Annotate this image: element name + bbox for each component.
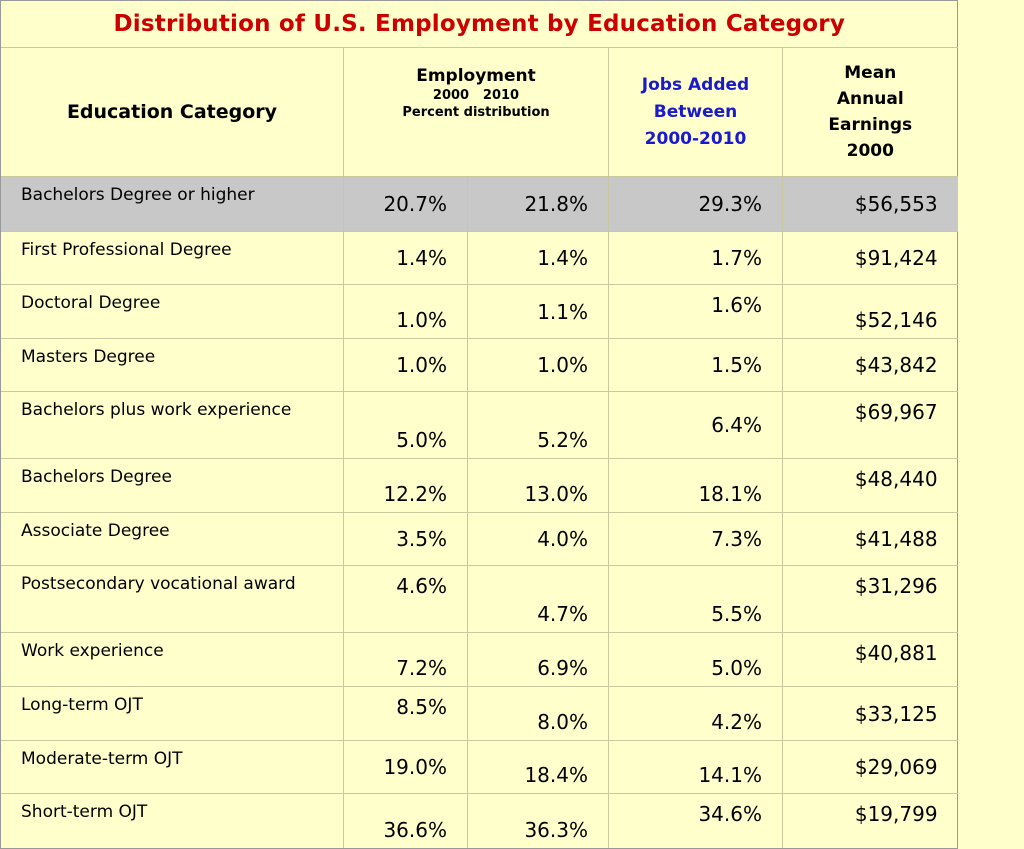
cell-employment-2010: 6.9% [467,632,609,687]
table-row: Associate Degree 3.5% 4.0% 7.3% $41,488 [0,512,958,566]
table-row: Doctoral Degree 1.0% 1.1% 1.6% $52,146 [0,284,958,339]
header-employment-years: 2000 2010 [345,88,609,103]
cell-jobs-added: 29.3% [608,176,783,232]
header-mean-earnings: Mean Annual Earnings 2000 [781,47,958,177]
cell-employment-2000: 36.6% [343,793,468,849]
cell-mean-earnings: $29,069 [781,740,958,794]
table-row: Masters Degree 1.0% 1.0% 1.5% $43,842 [0,338,958,392]
cell-employment-2010: 8.0% [467,686,609,741]
cell-employment-2010: 13.0% [467,458,609,513]
cell-mean-earnings: $69,967 [781,391,958,459]
cell-employment-2010: 4.7% [467,565,609,633]
cell-employment-2010: 36.3% [467,793,609,849]
cell-mean-earnings: $91,424 [781,231,958,285]
cell-employment-2010: 1.4% [467,231,609,285]
cell-mean-earnings: $56,553 [781,176,958,232]
cell-employment-2010: 5.2% [467,391,609,459]
cell-education-category: Short-term OJT [0,793,344,849]
cell-employment-2000: 7.2% [343,632,468,687]
header-earnings-line-3: Earnings [828,115,913,135]
cell-jobs-added: 14.1% [608,740,783,794]
table-row: Long-term OJT 8.5% 8.0% 4.2% $33,125 [0,686,958,741]
table-title: Distribution of U.S. Employment by Educa… [0,0,958,48]
cell-jobs-added: 4.2% [608,686,783,741]
cell-employment-2010: 4.0% [467,512,609,566]
table-row: Bachelors Degree or higher 20.7% 21.8% 29.3… [0,176,958,232]
cell-jobs-added: 1.7% [608,231,783,285]
header-year-2000: 2000 [432,88,470,103]
cell-education-category: Doctoral Degree [0,284,344,339]
cell-employment-2000: 5.0% [343,391,468,459]
header-jobs-added: Jobs Added Between 2000-2010 [608,47,783,177]
cell-mean-earnings: $19,799 [781,793,958,849]
header-row: Education Category Employment 2000 2010 P… [0,47,958,177]
cell-mean-earnings: $52,146 [781,284,958,339]
cell-employment-2010: 1.1% [467,284,609,339]
table-row: Bachelors plus work experience 5.0% 5.2% 6.… [0,391,958,459]
cell-education-category: Associate Degree [0,512,344,566]
cell-employment-2000: 3.5% [343,512,468,566]
cell-employment-2000: 20.7% [343,176,468,232]
cell-education-category: Bachelors Degree [0,458,344,513]
cell-employment-2010: 21.8% [467,176,609,232]
cell-education-category: Long-term OJT [0,686,344,741]
cell-mean-earnings: $48,440 [781,458,958,513]
cell-employment-2000: 4.6% [343,565,468,633]
header-earnings-line-4: 2000 [846,141,894,161]
table-body: Bachelors Degree or higher 20.7% 21.8% 29.3… [0,176,958,849]
header-jobs-line-1: Jobs Added [641,74,750,95]
cell-jobs-added: 1.5% [608,338,783,392]
cell-education-category: Postsecondary vocational award [0,565,344,633]
header-employment: Employment 2000 2010 Percent distribution [343,47,609,177]
table-row: Postsecondary vocational award 4.6% 4.7% 5.… [0,565,958,633]
cell-education-category: Bachelors plus work experience [0,391,344,459]
cell-jobs-added: 5.5% [608,565,783,633]
header-jobs-line-2: Between [653,101,738,122]
cell-employment-2000: 12.2% [343,458,468,513]
table-row: First Professional Degree 1.4% 1.4% 1.7% $91… [0,231,958,285]
header-percent-distribution: Percent distribution [402,105,550,120]
cell-jobs-added: 7.3% [608,512,783,566]
cell-mean-earnings: $40,881 [781,632,958,687]
table-row: Moderate-term OJT 19.0% 18.4% 14.1% $29,069 [0,740,958,794]
cell-mean-earnings: $43,842 [781,338,958,392]
cell-education-category: Bachelors Degree or higher [0,176,344,232]
cell-education-category: Moderate-term OJT [0,740,344,794]
cell-education-category: First Professional Degree [0,231,344,285]
cell-employment-2000: 1.0% [343,284,468,339]
table-row: Short-term OJT 36.6% 36.3% 34.6% $19,799 [0,793,958,849]
cell-employment-2000: 19.0% [343,740,468,794]
header-earnings-line-1: Mean [844,63,897,83]
header-education-category: Education Category [0,47,344,177]
employment-table-container: Distribution of U.S. Employment by Educa… [0,0,958,849]
table-row: Bachelors Degree 12.2% 13.0% 18.1% $48,440 [0,458,958,513]
header-earnings-line-2: Annual [836,89,904,109]
cell-jobs-added: 1.6% [608,284,783,339]
cell-employment-2000: 8.5% [343,686,468,741]
cell-jobs-added: 5.0% [608,632,783,687]
cell-education-category: Masters Degree [0,338,344,392]
cell-employment-2000: 1.4% [343,231,468,285]
cell-jobs-added: 18.1% [608,458,783,513]
header-year-2010: 2010 [482,88,520,103]
employment-table: Distribution of U.S. Employment by Educa… [0,0,958,849]
cell-jobs-added: 6.4% [608,391,783,459]
table-row: Work experience 7.2% 6.9% 5.0% $40,881 [0,632,958,687]
cell-employment-2000: 1.0% [343,338,468,392]
header-employment-title: Employment [416,66,536,86]
cell-mean-earnings: $33,125 [781,686,958,741]
cell-mean-earnings: $41,488 [781,512,958,566]
cell-jobs-added: 34.6% [608,793,783,849]
cell-employment-2010: 1.0% [467,338,609,392]
cell-education-category: Work experience [0,632,344,687]
cell-employment-2010: 18.4% [467,740,609,794]
cell-mean-earnings: $31,296 [781,565,958,633]
header-jobs-line-3: 2000-2010 [644,128,747,149]
